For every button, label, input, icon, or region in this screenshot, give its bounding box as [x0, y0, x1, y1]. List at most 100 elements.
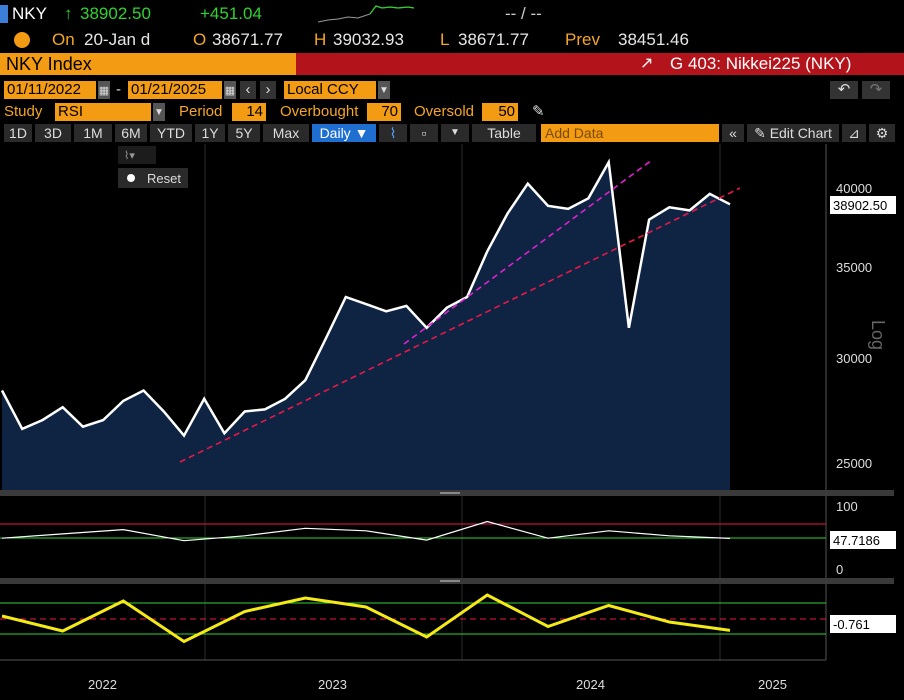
range-6m-button[interactable]: 6M	[115, 124, 147, 142]
date-range-bar: 01/11/2022 ▦ - 01/21/2025 ▦ ‹ › Local CC…	[0, 80, 904, 100]
function-title: G 403: Nikkei225 (NKY)	[670, 54, 852, 73]
high-label: H	[314, 30, 327, 49]
undo-icon[interactable]: ↶	[830, 81, 858, 99]
oversold-input[interactable]: 50	[482, 103, 518, 121]
range-ytd-button[interactable]: YTD	[150, 124, 192, 142]
period-label: Period	[179, 103, 223, 120]
date-separator: -	[116, 81, 121, 98]
edit-chart-button[interactable]: ✎ Edit Chart	[747, 124, 839, 142]
chart-toolbar: 1D 3D 1M 6M YTD 1Y 5Y Max Daily ▼ ⌇ ▫ ▼ …	[0, 123, 904, 143]
last-price-tag-label: 38902.50	[833, 198, 887, 213]
open-value: 38671.77	[212, 30, 283, 49]
redo-icon[interactable]: ↷	[862, 81, 890, 99]
line-chart-icon[interactable]: ⌇	[379, 124, 407, 142]
range-max-button[interactable]: Max	[263, 124, 309, 142]
prev-label: Prev	[565, 30, 600, 49]
x-tick-label: 2025	[758, 677, 787, 692]
reset-label: Reset	[147, 171, 181, 186]
osc-line	[1, 593, 731, 644]
clock-icon	[14, 32, 30, 48]
net-change: +451.04	[200, 4, 262, 23]
calendar-icon[interactable]: ▦	[98, 81, 110, 99]
rsi-value-tag	[830, 531, 896, 549]
range-1y-button[interactable]: 1Y	[195, 124, 225, 142]
start-date-field[interactable]: 01/11/2022	[4, 81, 96, 99]
chevron-down-icon[interactable]: ▼	[153, 103, 165, 121]
price-line	[0, 158, 731, 438]
drag-handle-icon[interactable]	[440, 492, 460, 494]
line-chart-icon: ⌇▾	[124, 149, 135, 162]
open-label: O	[193, 30, 207, 49]
study-menu-button[interactable]	[118, 146, 156, 164]
price-area-fill	[2, 162, 730, 490]
rsi-value-tag-label: 47.7186	[833, 533, 880, 548]
security-marker	[0, 5, 8, 23]
reset-button[interactable]	[118, 168, 188, 188]
reset-icon	[127, 174, 135, 182]
title-bar: NKY Index ▼ ↗ G 403: Nikkei225 (NKY)	[0, 52, 904, 76]
edit-chart-label: Edit Chart	[769, 125, 832, 141]
on-label: On	[52, 30, 75, 49]
range-1m-button[interactable]: 1M	[74, 124, 112, 142]
x-tick-label: 2024	[576, 677, 605, 692]
drag-handle-icon[interactable]	[440, 580, 460, 582]
intraday-sparkline	[318, 5, 414, 23]
pencil-icon: ✎	[754, 125, 766, 141]
collapse-icon[interactable]: «	[722, 124, 744, 142]
y-tick-label: 35000	[836, 260, 872, 275]
table-button[interactable]: Table	[472, 124, 536, 142]
quote-date: 20-Jan d	[84, 30, 151, 49]
gear-icon[interactable]: ⚙	[869, 124, 895, 142]
overbought-label: Overbought	[280, 103, 359, 120]
quote-bar: On 20-Jan d O 38671.77 H 39032.93 L 3867…	[0, 28, 904, 52]
oversold-label: Oversold	[414, 103, 475, 120]
end-date-field[interactable]: 01/21/2025	[128, 81, 222, 99]
y-tick-label: 40000	[836, 181, 872, 196]
study-label: Study	[4, 103, 43, 120]
function-bar: ↗ G 403: Nikkei225 (NKY)	[296, 53, 904, 75]
last-price-tag	[830, 196, 896, 214]
ticker-symbol: NKY	[12, 4, 47, 23]
trendline-upper	[403, 159, 653, 345]
rsi-tick-label: 100	[836, 499, 858, 514]
range-5y-button[interactable]: 5Y	[228, 124, 260, 142]
log-scale-label: Log	[868, 320, 888, 350]
x-tick-label: 2022	[88, 677, 117, 692]
high-value: 39032.93	[333, 30, 404, 49]
chevron-down-icon[interactable]: ▼	[378, 81, 390, 99]
frequency-select[interactable]: Daily ▼	[312, 124, 376, 142]
ticker-bar: NKY ↑ 38902.50 +451.04 -- / --	[0, 0, 904, 28]
pencil-icon[interactable]: ✎	[532, 103, 545, 120]
chart-type-icon[interactable]: ▫	[410, 124, 438, 142]
x-tick-label: 2023	[318, 677, 347, 692]
currency-select[interactable]: Local CCY	[284, 81, 376, 99]
trendline-lower	[179, 187, 741, 463]
low-label: L	[440, 30, 450, 49]
add-data-input[interactable]: Add Data	[541, 124, 719, 142]
prev-value: 38451.46	[618, 30, 689, 49]
y-tick-label: 30000	[836, 351, 872, 366]
next-period-button[interactable]: ›	[260, 81, 276, 99]
overbought-input[interactable]: 70	[367, 103, 401, 121]
osc-value-tag-label: -0.761	[833, 617, 870, 632]
study-select[interactable]: RSI	[55, 103, 151, 121]
range-3d-button[interactable]: 3D	[35, 124, 71, 142]
price-chart[interactable]: 40000 35000 30000 25000 38902.50 Log 100…	[0, 144, 904, 700]
last-price: 38902.50	[80, 4, 151, 23]
up-arrow-icon: ↑	[64, 4, 73, 23]
launch-icon[interactable]: ↗	[640, 55, 654, 72]
bid-ask: -- / --	[505, 4, 542, 23]
study-bar: Study RSI ▼ Period 14 Overbought 70 Over…	[0, 102, 904, 122]
y-tick-label: 25000	[836, 456, 872, 471]
period-input[interactable]: 14	[232, 103, 266, 121]
chevron-down-icon[interactable]: ▼	[441, 124, 469, 142]
chart-tools-icon[interactable]: ⊿	[842, 124, 866, 142]
rsi-tick-label: 0	[836, 562, 843, 577]
calendar-icon[interactable]: ▦	[224, 81, 236, 99]
low-value: 38671.77	[458, 30, 529, 49]
osc-value-tag	[830, 615, 896, 633]
prev-period-button[interactable]: ‹	[240, 81, 256, 99]
range-1d-button[interactable]: 1D	[4, 124, 32, 142]
rsi-line	[1, 520, 731, 542]
security-field[interactable]: NKY Index	[0, 53, 296, 75]
